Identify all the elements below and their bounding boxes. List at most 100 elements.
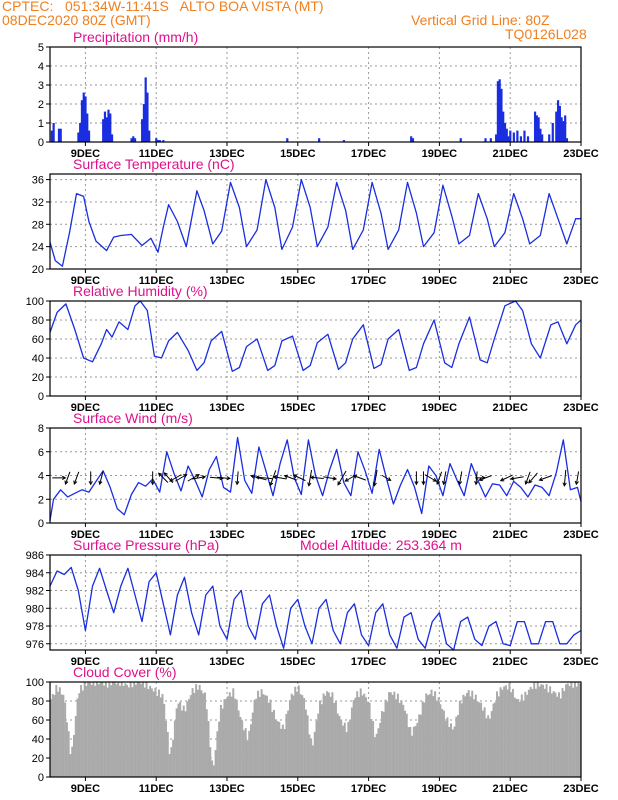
pressure-ytick-label: 980 bbox=[26, 603, 44, 615]
cloud-cover-bar bbox=[404, 710, 406, 777]
cloud-cover-bar bbox=[237, 710, 240, 777]
wind-arrow-head bbox=[474, 480, 479, 486]
cloud-cover-bar bbox=[451, 729, 454, 777]
precipitation-bar bbox=[498, 79, 501, 142]
cloud-cover-bar bbox=[83, 682, 86, 777]
wind-arrow-head bbox=[478, 477, 483, 482]
wind-arrow-head bbox=[528, 479, 533, 484]
humidity-ytick-label: 20 bbox=[32, 372, 44, 384]
cloud-cover-bar bbox=[65, 722, 68, 777]
humidity-xtick-label: 19DEC bbox=[422, 402, 458, 414]
wind-arrow bbox=[99, 471, 104, 485]
cloud-cover-ytick-label: 100 bbox=[26, 677, 44, 689]
cloud-cover-bar bbox=[248, 730, 251, 777]
wind-arrow bbox=[323, 476, 337, 480]
wind-arrow-head bbox=[352, 474, 358, 479]
wind-arrow bbox=[424, 474, 437, 482]
precipitation-bar bbox=[57, 128, 61, 142]
cloud-cover-bar bbox=[255, 698, 258, 777]
cloud-cover-bar bbox=[453, 726, 456, 777]
cloud-cover-bar bbox=[402, 704, 405, 777]
temperature-xtick-label: 19DEC bbox=[422, 275, 458, 287]
cloud-cover-bar bbox=[78, 693, 81, 777]
wind-xtick-label: 15DEC bbox=[280, 529, 316, 541]
cloud-cover-bar bbox=[73, 735, 75, 777]
cloud-cover-bar bbox=[76, 698, 79, 777]
cloud-cover-bar bbox=[235, 699, 238, 777]
precipitation-bar bbox=[523, 130, 526, 142]
wind-arrow-head bbox=[98, 480, 103, 486]
precipitation-bar bbox=[410, 136, 413, 142]
cloud-cover-bar bbox=[232, 688, 235, 777]
wind-arrow-head bbox=[524, 480, 529, 485]
humidity-series-line bbox=[49, 300, 582, 372]
cloud-cover-bar bbox=[345, 732, 348, 777]
header-grid-note: Vertical Grid Line: 80Z bbox=[411, 12, 550, 28]
cloud-cover-bar bbox=[556, 696, 559, 777]
cloud-cover-bar bbox=[223, 699, 226, 777]
precipitation-bar bbox=[539, 128, 542, 142]
temperature-xtick-label: 17DEC bbox=[351, 275, 387, 287]
cloud-cover-bar bbox=[363, 693, 366, 777]
precipitation-bar bbox=[500, 88, 503, 142]
precipitation-xtick-label: 13DEC bbox=[209, 148, 245, 160]
precipitation-bar bbox=[103, 111, 107, 142]
cloud-cover-bar bbox=[104, 682, 107, 777]
cloud-cover-bar bbox=[99, 682, 102, 777]
cloud-cover-bar bbox=[554, 692, 557, 777]
precipitation-bar bbox=[82, 92, 85, 142]
precipitation-bar bbox=[556, 100, 560, 142]
wind-arrow-head bbox=[163, 472, 168, 477]
humidity-ytick-label: 0 bbox=[38, 391, 44, 403]
precipitation-bar bbox=[52, 123, 55, 142]
cloud-cover-bar bbox=[520, 694, 523, 777]
cloud-cover-xtick-label: 9DEC bbox=[71, 783, 100, 795]
cloud-cover-bar bbox=[536, 682, 539, 777]
precipitation-bar bbox=[548, 134, 551, 142]
cloud-cover-bar bbox=[138, 682, 141, 777]
precipitation-bar bbox=[142, 104, 146, 142]
cloud-cover-bar bbox=[250, 724, 252, 777]
precipitation-bar bbox=[533, 111, 537, 142]
humidity-title: Relative Humidity (%) bbox=[73, 283, 208, 299]
wind-arrow bbox=[269, 470, 277, 486]
cloud-cover-bar bbox=[370, 718, 373, 777]
humidity-xtick-label: 13DEC bbox=[209, 402, 245, 414]
cloud-cover-bar bbox=[260, 689, 263, 777]
cloud-cover-bar bbox=[531, 688, 534, 777]
cloud-cover-bar bbox=[425, 693, 428, 777]
wind-arrow bbox=[500, 474, 513, 482]
temperature-xtick-label: 23DEC bbox=[563, 275, 599, 287]
cloud-cover-bar bbox=[352, 699, 355, 777]
wind-ytick-label: 2 bbox=[38, 494, 44, 506]
cloud-cover-bar bbox=[448, 727, 451, 777]
wind-ytick-label: 6 bbox=[38, 447, 44, 459]
precipitation-ytick-label: 0 bbox=[38, 137, 44, 149]
cloud-cover-bar bbox=[253, 699, 256, 777]
precipitation-xtick-label: 15DEC bbox=[280, 148, 316, 160]
cloud-cover-bar bbox=[172, 739, 175, 777]
cloud-cover-bar bbox=[474, 694, 477, 777]
model-altitude-label: Model Altitude: 253.364 m bbox=[300, 537, 462, 553]
wind-ytick-label: 8 bbox=[38, 423, 44, 435]
precipitation-xtick-label: 19DEC bbox=[422, 148, 458, 160]
cloud-cover-bar bbox=[297, 685, 300, 777]
cloud-cover-bar bbox=[416, 722, 419, 777]
wind-arrow bbox=[284, 475, 297, 481]
cloud-cover-bar bbox=[209, 747, 212, 777]
pressure-xtick-label: 13DEC bbox=[209, 656, 245, 668]
cloud-cover-bar bbox=[149, 685, 152, 777]
wind-arrow-head bbox=[226, 476, 231, 481]
wind-arrow-head bbox=[62, 475, 67, 480]
cloud-cover-bar bbox=[64, 702, 67, 777]
cloud-cover-bar bbox=[122, 685, 125, 777]
cloud-cover-bar bbox=[473, 699, 475, 777]
wind-arrow-head bbox=[562, 482, 567, 487]
wind-arrow bbox=[175, 474, 187, 482]
cloud-cover-bar bbox=[388, 692, 391, 777]
cloud-cover-bar bbox=[508, 683, 511, 777]
cloud-cover-bar bbox=[492, 703, 495, 777]
cloud-cover-bar bbox=[191, 688, 194, 777]
precipitation-bar bbox=[551, 123, 554, 142]
cloud-cover-bar bbox=[490, 711, 493, 777]
